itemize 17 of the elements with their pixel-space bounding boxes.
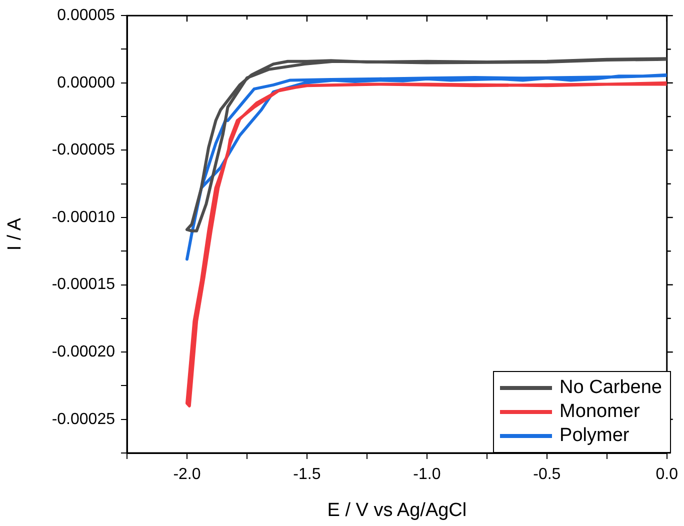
y-tick-label: -0.00005	[52, 142, 116, 159]
y-tick-label: 0.00005	[57, 7, 116, 24]
x-tick-label: 0.0	[656, 466, 678, 484]
x-tick-label: -1.0	[413, 466, 441, 484]
x-axis-title: E / V vs Ag/AgCl	[327, 500, 467, 521]
x-tick-label: -1.5	[293, 466, 321, 484]
x-tick-label: -2.0	[173, 466, 201, 484]
y-tick-label: -0.00025	[52, 410, 116, 428]
y-axis-title: I / A	[4, 218, 26, 251]
legend-label: Monomer	[560, 400, 640, 424]
y-tick-label: -0.00020	[52, 343, 116, 360]
y-tick-label: 0.00000	[57, 74, 116, 92]
legend-label: No Carbene	[560, 376, 662, 400]
y-tick-label: -0.00010	[52, 208, 116, 226]
y-tick-label: -0.00015	[52, 276, 116, 294]
x-tick-label: -0.5	[533, 466, 561, 484]
legend-label: Polymer	[560, 424, 630, 448]
